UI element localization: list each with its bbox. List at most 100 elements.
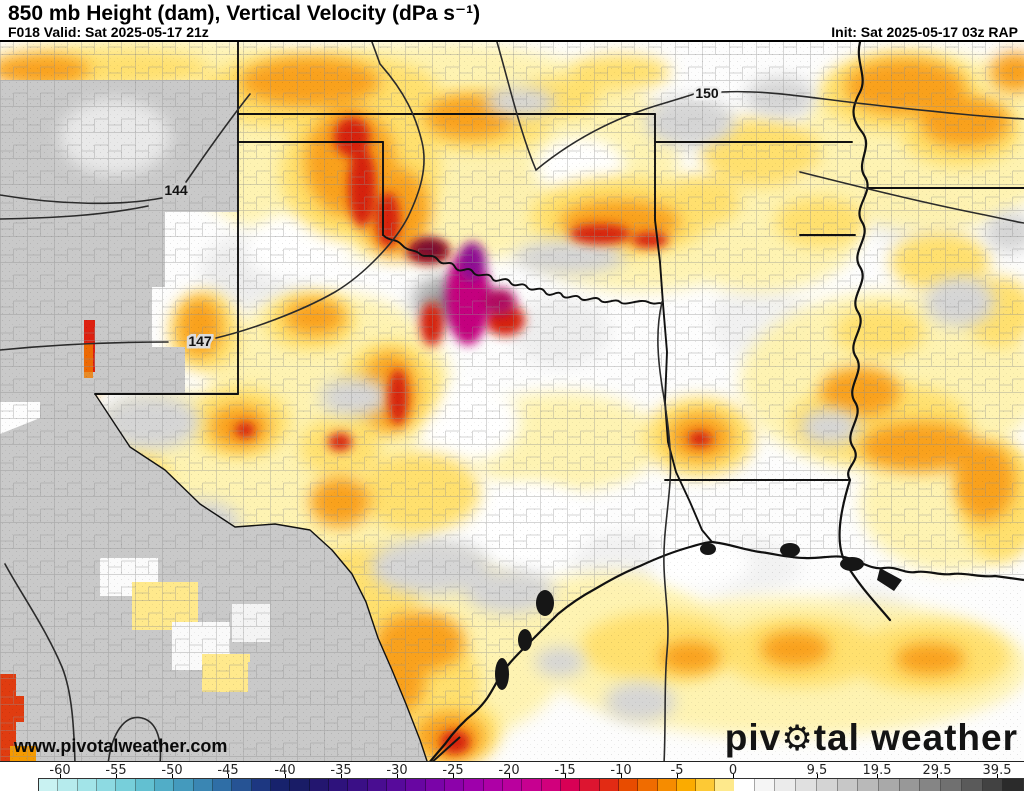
colorbar-segment <box>754 779 776 791</box>
colorbar-segment <box>232 779 252 791</box>
colorbar-tick-label: -35 <box>330 763 352 778</box>
colorbar-tick-mark <box>509 774 510 778</box>
contour-label-147: 147 <box>188 333 212 349</box>
colorbar-tick-mark <box>116 774 117 778</box>
colorbar-segment <box>899 779 921 791</box>
colorbar-tick-mark <box>60 774 61 778</box>
colorbar-tick-label: 19.5 <box>862 763 892 778</box>
colorbar-segment <box>858 779 880 791</box>
stipple-texture <box>0 42 1024 761</box>
colorbar-tick-mark <box>677 774 678 778</box>
colorbar-footer: -60 -55 -50 -45 -40 -35 -30 -25 -20 -15 -10 -5 0 9.5 1… <box>0 763 1024 791</box>
colorbar-segment <box>483 779 503 791</box>
colorbar-tick-mark <box>817 774 818 778</box>
colorbar-tick-label: -25 <box>442 763 464 778</box>
colorbar-segment <box>982 779 1004 791</box>
colorbar-tick-mark <box>621 774 622 778</box>
colorbar-segment <box>734 779 755 791</box>
colorbar-segment <box>154 779 175 791</box>
colorbar-segment <box>657 779 677 791</box>
colorbar-segment <box>444 779 465 791</box>
colorbar-positive-segments <box>734 779 1024 791</box>
colorbar-segment <box>348 779 368 791</box>
colorbar-segment <box>425 779 445 791</box>
colorbar-tick-label: -40 <box>274 763 296 778</box>
logo-text-part2: tal weather <box>813 717 1018 758</box>
colorbar-segment <box>96 779 117 791</box>
colorbar-segment <box>193 779 213 791</box>
colorbar-segment <box>696 779 716 791</box>
header: 850 mb Height (dam), Vertical Velocity (… <box>0 0 1024 40</box>
colorbar-tick-label: -30 <box>386 763 408 778</box>
colorbar-segment <box>618 779 639 791</box>
colorbar-tick-mark <box>565 774 566 778</box>
colorbar-segment <box>775 779 797 791</box>
colorbar-segment <box>580 779 600 791</box>
watermark-url: www.pivotalweather.com <box>14 736 228 756</box>
colorbar-tick-label: -5 <box>670 763 684 778</box>
colorbar-segment <box>367 779 387 791</box>
colorbar-segment <box>715 779 734 791</box>
colorbar-tick-label: -45 <box>217 763 239 778</box>
contour-label-144: 144 <box>164 182 188 198</box>
valid-time-label: F018 Valid: Sat 2025-05-17 21z <box>8 24 209 40</box>
gear-icon: ⚙ <box>781 719 814 758</box>
map-svg: 144 147 150 <box>0 42 1024 761</box>
colorbar-tick-mark <box>285 774 286 778</box>
colorbar-segment <box>1003 779 1024 791</box>
colorbar-segment <box>77 779 97 791</box>
colorbar-segment <box>961 779 983 791</box>
colorbar-tick-label: 39.5 <box>982 763 1012 778</box>
colorbar-tick-label: 9.5 <box>806 763 828 778</box>
colorbar-segment <box>837 779 859 791</box>
colorbar-segment <box>560 779 581 791</box>
pivotal-weather-logo: piv⚙tal weather <box>725 717 1018 759</box>
colorbar-segment <box>309 779 329 791</box>
colorbar-tick-label: -60 <box>49 763 71 778</box>
colorbar-tick-mark <box>228 774 229 778</box>
colorbar-segment <box>816 779 838 791</box>
colorbar-segment <box>406 779 426 791</box>
colorbar-tick-label: 0 <box>728 763 738 778</box>
colorbar-segment <box>522 779 542 791</box>
colorbar-negative-segments <box>39 779 734 791</box>
colorbar-tick-label: -10 <box>610 763 632 778</box>
colorbar-tick-label: -20 <box>498 763 520 778</box>
colorbar-tick-mark <box>877 774 878 778</box>
colorbar-tick-label: -15 <box>554 763 576 778</box>
colorbar-segment <box>464 779 484 791</box>
colorbar-segment <box>502 779 523 791</box>
colorbar-segment <box>270 779 291 791</box>
colorbar-tick-mark <box>453 774 454 778</box>
colorbar-segment <box>212 779 233 791</box>
colorbar-tick-mark <box>997 774 998 778</box>
state-borders <box>94 42 1024 761</box>
logo-text-part1: piv <box>724 717 782 758</box>
contour-label-150: 150 <box>695 85 719 101</box>
colorbar-segment <box>599 779 619 791</box>
height-contours <box>0 42 1024 761</box>
colorbar-segment <box>251 779 271 791</box>
contour-labels: 144 147 150 <box>162 83 722 352</box>
colorbar-segment <box>676 779 697 791</box>
colorbar-segment <box>920 779 942 791</box>
init-time-label: Init: Sat 2025-05-17 03z RAP <box>831 24 1018 40</box>
colorbar-segment <box>135 779 155 791</box>
colorbar-segment <box>941 779 962 791</box>
colorbar-segment <box>116 779 136 791</box>
colorbar-tick-label: -50 <box>161 763 183 778</box>
colorbar-segment <box>638 779 658 791</box>
coastline <box>429 540 1024 761</box>
colorbar-segment <box>290 779 310 791</box>
colorbar-tick-mark <box>341 774 342 778</box>
colorbar-segment <box>39 779 59 791</box>
colorbar-segment <box>879 779 900 791</box>
colorbar-tick-mark <box>172 774 173 778</box>
colorbar-tick-mark <box>937 774 938 778</box>
colorbar-segment <box>541 779 561 791</box>
colorbar-tick-mark <box>397 774 398 778</box>
colorbar-tick-mark <box>733 774 734 778</box>
page-title: 850 mb Height (dam), Vertical Velocity (… <box>8 2 481 25</box>
map-canvas: 144 147 150 www.pivotalweather.com piv⚙t… <box>0 40 1024 762</box>
